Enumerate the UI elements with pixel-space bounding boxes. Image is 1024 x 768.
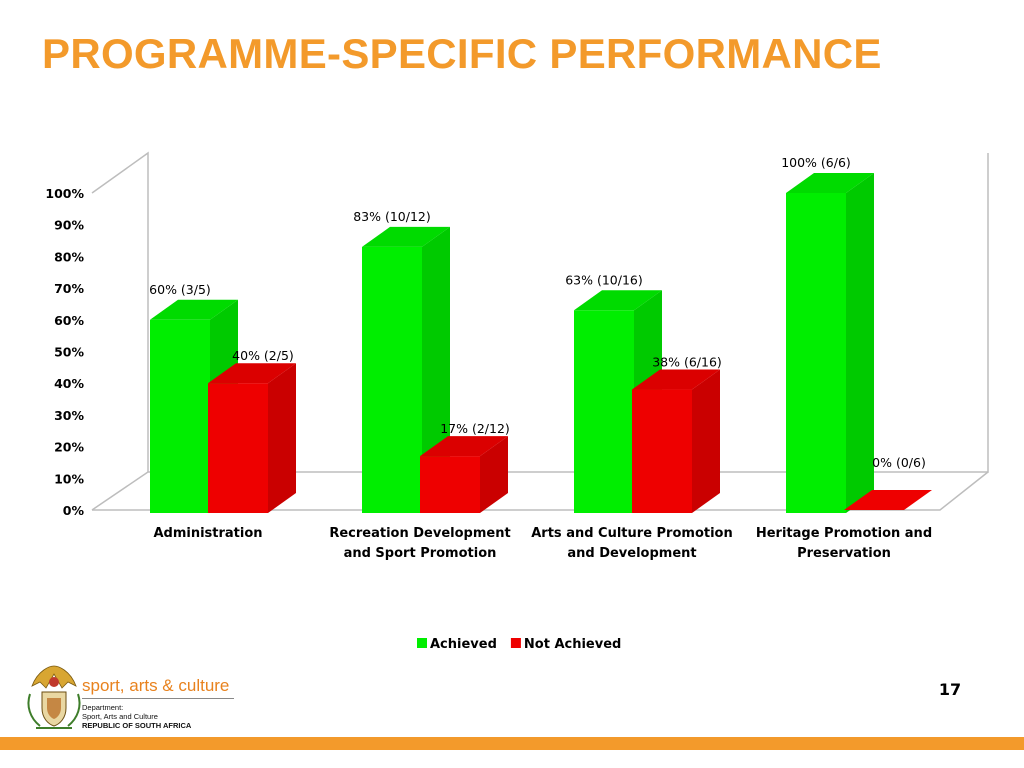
data-label: 0% (0/6) xyxy=(872,455,926,470)
data-label: 38% (6/16) xyxy=(652,355,722,370)
legend-achieved-swatch xyxy=(417,638,427,648)
achieved-bar-top xyxy=(786,173,874,193)
data-label: 63% (10/16) xyxy=(565,272,643,287)
not-achieved-bar xyxy=(632,389,692,513)
achieved-bar-top xyxy=(150,299,238,320)
x-category-label: and Development xyxy=(567,546,696,561)
y-tick-label: 100% xyxy=(45,186,84,201)
data-label: 40% (2/5) xyxy=(232,348,294,363)
footer-bar xyxy=(0,737,1024,750)
department-logo: sport, arts & culture Department: Sport,… xyxy=(82,676,234,730)
x-category-label: Preservation xyxy=(797,546,891,561)
data-label: 83% (10/12) xyxy=(353,209,431,224)
data-label: 60% (3/5) xyxy=(149,282,211,297)
x-category-label: Recreation Development xyxy=(329,526,510,541)
achieved-bar xyxy=(786,193,846,513)
not-achieved-bar-top xyxy=(632,369,720,390)
not-achieved-bar-side xyxy=(692,369,720,513)
legend-not-achieved-swatch xyxy=(510,638,521,648)
y-tick-label: 50% xyxy=(54,345,84,360)
achieved-bar-top xyxy=(574,290,662,311)
x-category-label: Heritage Promotion and xyxy=(756,526,932,541)
y-tick-label: 90% xyxy=(54,218,84,233)
y-tick-label: 80% xyxy=(54,249,84,264)
not-achieved-bar-side xyxy=(480,436,508,513)
brand-name: sport, arts & culture xyxy=(82,676,230,695)
x-category-label: Arts and Culture Promotion xyxy=(531,526,733,541)
not-achieved-bar xyxy=(420,456,480,513)
y-tick-label: 40% xyxy=(54,376,84,391)
not-achieved-bar-top xyxy=(208,363,296,384)
data-label: 17% (2/12) xyxy=(440,421,510,436)
y-tick-label: 0% xyxy=(63,503,85,518)
y-tick-label: 30% xyxy=(54,408,84,423)
x-category-label: Administration xyxy=(153,526,262,541)
y-tick-label: 20% xyxy=(54,440,84,455)
coat-of-arms-icon xyxy=(27,665,81,729)
achieved-bar xyxy=(150,319,210,513)
not-achieved-bar-top xyxy=(844,490,932,510)
y-tick-label: 60% xyxy=(54,313,84,328)
x-category-label: and Sport Promotion xyxy=(344,546,497,561)
brand-divider xyxy=(82,698,234,699)
not-achieved-bar xyxy=(208,383,268,513)
country-name: REPUBLIC OF SOUTH AFRICA xyxy=(82,721,192,730)
not-achieved-bar-top xyxy=(420,436,508,457)
performance-bar-chart: 0% 10% 20% 30% 40% 50% 60% 70% 80% 90% 100% 60% (3/… xyxy=(45,151,989,652)
achieved-bar-top xyxy=(362,226,450,247)
achieved-bar xyxy=(362,246,422,513)
achieved-bar-side xyxy=(846,173,874,513)
y-tick-label: 10% xyxy=(54,471,84,486)
department-name: Sport, Arts and Culture xyxy=(82,712,158,721)
page-title: PROGRAMME-SPECIFIC PERFORMANCE xyxy=(42,30,882,77)
page-number: 17 xyxy=(938,680,962,699)
achieved-bar xyxy=(574,310,634,513)
not-achieved-bar-side xyxy=(268,363,296,513)
data-label: 100% (6/6) xyxy=(781,155,851,170)
legend-achieved-label: Achieved xyxy=(430,637,497,652)
department-label: Department: xyxy=(82,703,124,712)
y-tick-label: 70% xyxy=(54,281,84,296)
legend-not-achieved-label: Not Achieved xyxy=(524,637,621,652)
chart-side-wall xyxy=(91,151,149,511)
